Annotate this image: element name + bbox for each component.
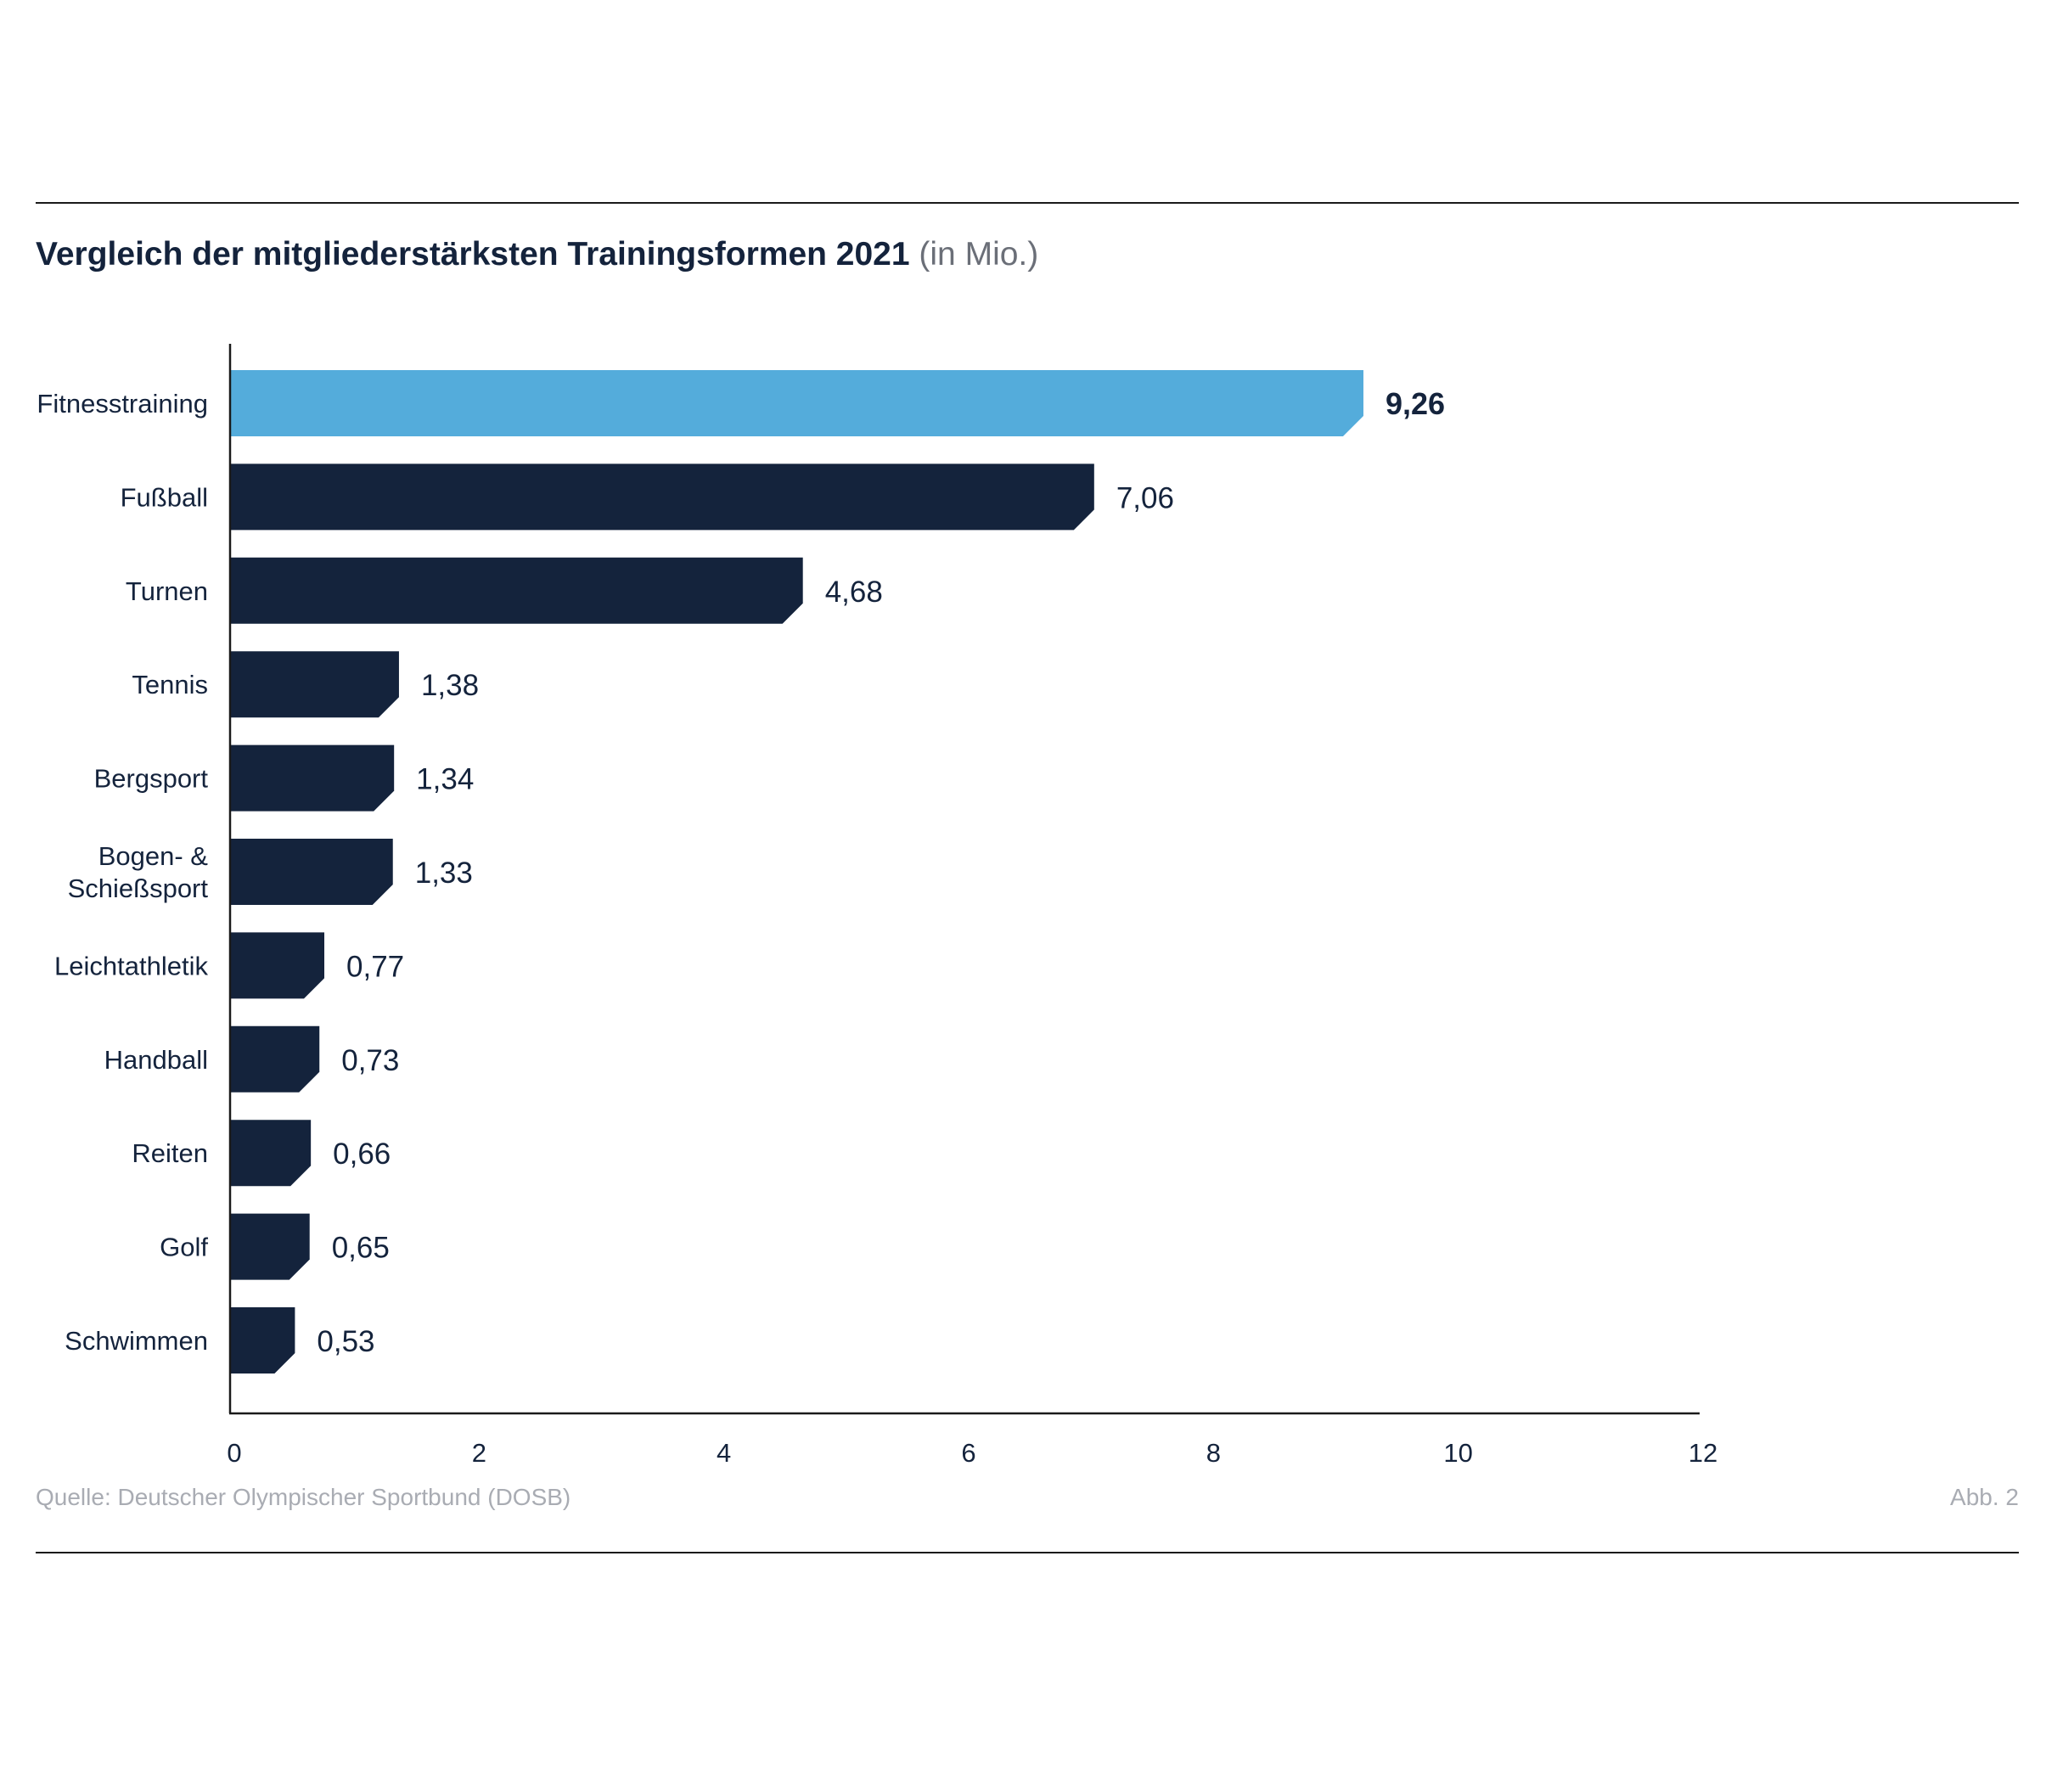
category-label-line: Turnen <box>126 576 208 606</box>
category-label: Handball <box>104 1045 208 1075</box>
bars-layer <box>230 370 1363 1373</box>
bar <box>230 557 803 624</box>
category-label: Fußball <box>121 482 208 512</box>
category-label: Fitnesstraining <box>37 389 208 419</box>
category-label: Reiten <box>132 1138 208 1168</box>
value-label: 0,77 <box>346 950 404 983</box>
x-tick-label: 12 <box>1689 1438 1717 1468</box>
bar <box>230 1025 320 1093</box>
x-tick-label: 8 <box>1206 1438 1221 1468</box>
category-label-line: Schießsport <box>68 874 209 903</box>
chart-title-unit: (in Mio.) <box>919 236 1039 272</box>
bar <box>230 651 399 718</box>
bar <box>230 839 393 905</box>
category-label-line: Fitnesstraining <box>37 389 208 419</box>
x-tick-label: 0 <box>227 1438 241 1468</box>
bar <box>230 932 325 999</box>
value-label: 0,73 <box>341 1044 399 1077</box>
chart-title: Vergleich der mitgliederstärksten Traini… <box>36 236 1038 273</box>
chart-title-main: Vergleich der mitgliederstärksten Traini… <box>36 236 910 272</box>
category-label-line: Fußball <box>121 482 208 512</box>
category-label-line: Bergsport <box>94 764 209 794</box>
category-label: Bogen- & Schießsport <box>68 841 209 903</box>
category-label: Bergsport <box>94 764 209 794</box>
category-label-line: Tennis <box>132 670 208 699</box>
value-label: 4,68 <box>825 576 883 609</box>
category-label-line: Bogen- & <box>98 841 209 871</box>
x-tick-labels: 0 2 4 6 8 10 12 <box>227 1438 1717 1468</box>
value-label: 1,34 <box>416 763 474 796</box>
category-label-line: Schwimmen <box>65 1326 208 1356</box>
bar-chart: Fitnesstraining 9,26 Fußball 7,06 Turnen 4,68… <box>37 344 1717 1468</box>
category-label: Tennis <box>132 670 208 699</box>
bar <box>230 1213 310 1280</box>
top-divider <box>36 202 2019 204</box>
category-label-line: Leichtathletik <box>54 951 208 980</box>
bar <box>230 1120 312 1187</box>
bar <box>230 370 1363 436</box>
value-label: 7,06 <box>1116 481 1174 514</box>
value-label: 0,53 <box>317 1325 374 1358</box>
category-label: Schwimmen <box>65 1326 208 1356</box>
value-label: 0,66 <box>333 1138 391 1171</box>
bar <box>230 463 1094 531</box>
labels-layer: Fitnesstraining 9,26 Fußball 7,06 Turnen 4,68… <box>37 386 1445 1358</box>
category-label-line: Handball <box>104 1045 208 1075</box>
source-note: Quelle: Deutscher Olympischer Sportbund … <box>36 1484 571 1510</box>
value-label: 0,65 <box>332 1232 390 1265</box>
value-label: 1,33 <box>415 857 473 890</box>
category-label: Leichtathletik <box>54 951 208 980</box>
bottom-divider <box>36 1552 2019 1553</box>
category-label: Golf <box>160 1233 208 1262</box>
figure-number: Abb. 2 <box>1950 1484 2019 1510</box>
x-tick-label: 6 <box>961 1438 975 1468</box>
x-tick-label: 10 <box>1443 1438 1472 1468</box>
bar <box>230 1307 295 1373</box>
x-tick-label: 2 <box>472 1438 486 1468</box>
category-label-line: Reiten <box>132 1138 208 1168</box>
category-label: Turnen <box>126 576 208 606</box>
bar <box>230 744 395 812</box>
category-label-line: Golf <box>160 1233 208 1262</box>
value-label: 1,38 <box>421 669 479 702</box>
x-tick-label: 4 <box>717 1438 731 1468</box>
value-label: 9,26 <box>1386 386 1445 421</box>
